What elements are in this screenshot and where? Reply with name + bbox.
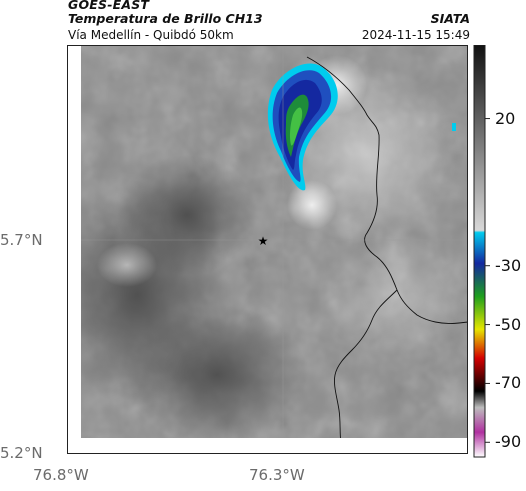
brand-label: SIATA xyxy=(430,11,470,26)
brightness-temperature-field xyxy=(81,45,468,438)
region-subtitle: Vía Medellín - Quibdó 50km xyxy=(68,28,234,42)
colorbar-tick-label: -50 xyxy=(495,314,522,334)
colorbar-tick-label: -70 xyxy=(495,373,522,393)
map-frame xyxy=(67,45,468,454)
satellite-name: GOES-EAST xyxy=(68,0,150,12)
temperature-colorbar xyxy=(473,45,490,458)
colorbar-gradient xyxy=(473,45,486,458)
colorbar-tick-label: -30 xyxy=(495,255,522,275)
colorbar-tick-label: -90 xyxy=(495,432,522,452)
colorbar-tick-label: 20 xyxy=(495,108,516,128)
lat-tick-label: 5.2°N xyxy=(0,444,43,462)
lat-tick-label: 5.7°N xyxy=(0,231,43,249)
satellite-map[interactable]: ★ xyxy=(67,45,468,454)
lon-tick-label: 76.3°W xyxy=(249,466,305,484)
political-boundaries xyxy=(306,56,468,438)
gridlines xyxy=(81,45,468,438)
cold-cloud-cluster xyxy=(267,63,456,191)
site-marker: ★ xyxy=(258,234,269,248)
colorbar-ticks xyxy=(485,118,490,443)
lon-tick-label: 76.8°W xyxy=(33,466,89,484)
product-title: Temperatura de Brillo CH13 xyxy=(68,11,263,26)
timestamp: 2024-11-15 15:49 xyxy=(361,28,470,42)
